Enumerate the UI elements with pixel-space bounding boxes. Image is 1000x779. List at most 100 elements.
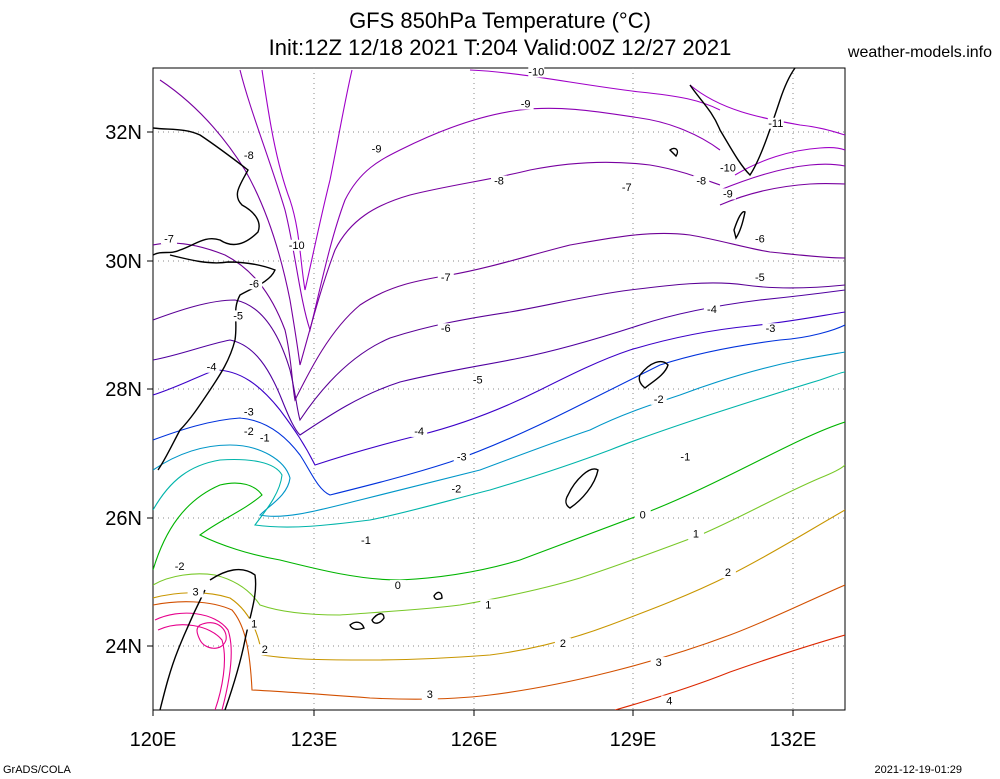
contour-label-bg [634,509,651,521]
contour-label-bg [491,175,507,187]
contour-label: -10 [720,163,736,175]
contour-label: -3 [766,323,776,335]
contour-label: -2 [654,394,664,406]
contour-label-bg [240,149,257,161]
contour-label-bg [448,483,465,495]
contour-2 [153,509,845,661]
coastline-jeju-area [668,147,679,158]
contour-label: -5 [233,310,243,322]
contour-0 [153,421,845,581]
contour-label-bg [389,580,406,592]
contour-labels: -10-9-9-8-7-11-10-9-8-6-5-4-3-10-8-7-7-6… [160,66,784,708]
contour-label-bg [421,689,438,701]
contour-label: 0 [395,580,401,592]
contour-label-bg [480,599,497,611]
contour-label-bg [230,310,247,322]
lat-tick-label: 24N [105,636,142,658]
contour-label-bg [256,644,273,656]
contour-warm-core-3 [196,622,227,649]
contour-label-bg [661,695,678,707]
contour-label: -2 [175,561,185,573]
contour-label-bg [187,586,204,598]
coastline-miyako [433,591,443,601]
contour-label-bg [677,451,694,463]
contour-label: -11 [768,118,783,130]
contour-minus-8-east [719,183,845,206]
contour-label: -5 [473,375,483,387]
contour-label-bg [650,393,667,405]
contour-label-bg [762,323,779,335]
contour-label: -10 [528,66,544,78]
contour-minus-7 [153,232,845,402]
contour-label: -9 [521,99,531,111]
contour-minus-10-east [734,147,845,176]
contour-label: -8 [494,176,504,188]
contour-label: -1 [361,535,371,547]
contour-label: 0 [640,509,646,521]
contour-minus-10-north [469,69,721,111]
contour-label: -2 [452,484,462,496]
timestamp: 2021-12-19-01:29 [874,764,962,776]
contour-label: -6 [441,323,451,335]
temperature-contours [153,69,845,710]
contour-label-bg [256,432,273,444]
site-credit: weather-models.info [847,44,992,61]
contour-label: 1 [485,599,491,611]
lat-tick-labels: 32N 30N 28N 26N 24N [105,122,142,658]
contour-label: -7 [441,272,451,284]
contour-warm-core-2 [157,624,225,710]
contour-label-bg [160,233,177,245]
contour-label-bg [437,323,454,335]
contour-label: 1 [693,529,699,541]
coastline-yaeyama [349,613,385,630]
contour-label-bg [240,406,257,418]
contour-label-bg [368,143,385,155]
contour-label: -1 [680,452,690,464]
contour-4 [614,634,845,710]
contour-label: -9 [723,188,733,200]
coastline-tanegashima [733,211,746,240]
contour-minus-6 [153,282,845,422]
contour-label-bg [693,175,710,187]
contour-label: 3 [656,657,662,669]
lat-tick-label: 26N [105,508,142,530]
contour-minus-11 [689,84,845,136]
lat-tick-label: 32N [105,122,142,144]
contour-1 [153,464,845,616]
contour-minus-5 [153,289,845,436]
lon-tick-label: 132E [770,729,817,751]
contour-label-bg [751,233,768,245]
contour-label: -7 [164,233,174,245]
contour-label: -4 [414,426,424,438]
software-credit: GrADS/COLA [3,764,71,776]
contour-label-bg [288,239,305,251]
contour-label-bg [411,425,428,437]
contour-label-bg [171,560,188,572]
contour-label: -3 [457,452,467,464]
lat-tick-label: 30N [105,251,142,273]
contour-minus-10-trough [261,69,353,291]
contour-label: -3 [244,407,254,419]
contour-label-bg [767,117,784,129]
contour-label: -10 [289,240,305,252]
contour-label-bg [751,271,768,283]
contour-label: -6 [249,278,259,290]
contour-label: -4 [207,362,217,374]
lon-tick-labels: 120E 123E 126E 129E 132E [130,729,817,751]
contour-label-bg [357,535,374,547]
coastline-kyushu [689,68,796,177]
contour-label-bg [453,451,470,463]
contour-label-bg [719,567,736,579]
contour-label: 3 [193,586,199,598]
contour-label-bg [703,303,720,315]
contour-minus-2 [153,351,845,517]
contour-label-bg [719,188,736,200]
contour-label-bg [246,278,263,290]
contour-minus-8 [159,79,721,366]
contour-label-bg [650,657,667,669]
contour-label: -9 [372,143,382,155]
contour-label-bg [437,271,454,283]
contour-label: -7 [622,182,632,194]
lon-tick-label: 120E [130,729,177,751]
